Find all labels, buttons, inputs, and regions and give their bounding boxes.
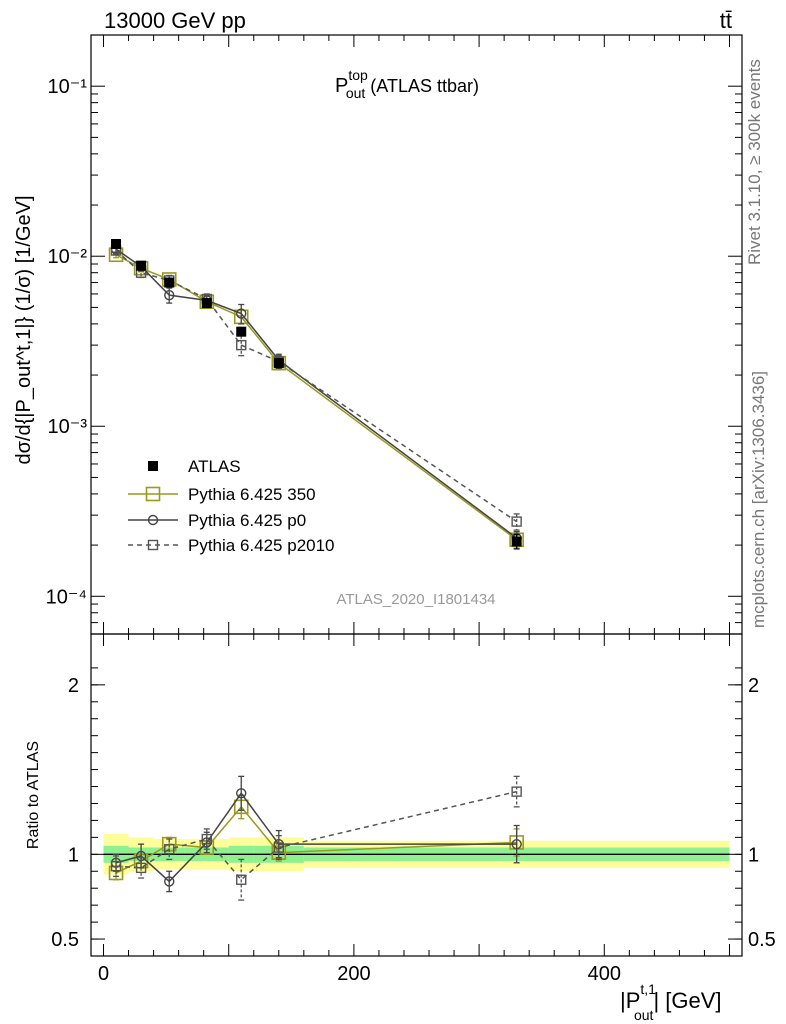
- ratio-y-axis-label: Ratio to ATLAS: [25, 741, 42, 849]
- mcplots-label: mcplots.cern.ch [arXiv:1306.3436]: [749, 371, 768, 628]
- y-tick-label: 10⁻⁴: [46, 586, 87, 608]
- data-point: [111, 238, 122, 249]
- mc-point: [511, 786, 522, 797]
- xlabel-sup: t,1: [640, 981, 656, 997]
- mc-point: [273, 842, 284, 853]
- xlabel-suffix: | [GeV]: [653, 988, 721, 1013]
- mc-point: [164, 844, 175, 855]
- watermark: ATLAS_2020_I1801434: [336, 591, 495, 608]
- ratio-y-tick-label-right: 1: [748, 844, 759, 866]
- mc-point: [201, 833, 213, 845]
- mc-point: [511, 838, 522, 850]
- mc-point: [511, 516, 522, 527]
- x-axis-label: |Pt,1 out| [GeV]: [620, 981, 722, 1023]
- main-panel: 10⁻¹ 10⁻² 10⁻³ 10⁻⁴ Ptop out (ATLAS ttbar) A…: [13, 34, 743, 635]
- ratio-panel: 2 2 1 1 0.5 0.5 0 200 400 Ratio to ATLAS |Pt,1 ou…: [25, 633, 776, 1023]
- mc-point: [236, 308, 247, 319]
- y-tick-label: 10⁻²: [48, 246, 88, 268]
- title-sup: top: [348, 67, 368, 83]
- mc-point: [236, 339, 247, 351]
- header-energy: 13000 GeV pp: [104, 8, 246, 33]
- legend-label: Pythia 6.425 p0: [188, 511, 306, 530]
- main-plot-title: Ptop out (ATLAS ttbar): [335, 67, 479, 101]
- series-pythia-6-425-p0: [110, 243, 522, 546]
- data-point: [136, 260, 147, 271]
- data-point: [273, 358, 284, 369]
- x-tick-label: 400: [588, 963, 621, 985]
- mc-point: [147, 539, 159, 551]
- y-tick-label: 10⁻¹: [48, 76, 88, 98]
- data-point: [511, 536, 522, 547]
- ratio-y-tick-label: 1: [68, 844, 79, 866]
- header-process: tt̄: [720, 8, 732, 33]
- legend-label: Pythia 6.425 350: [188, 485, 316, 504]
- data-point: [236, 326, 247, 337]
- ratio-frame: [90, 633, 743, 957]
- mc-point: [145, 486, 161, 502]
- mc-point: [164, 289, 175, 301]
- title-sub: out: [346, 85, 366, 101]
- mc-point: [236, 874, 247, 885]
- xlabel-main: |P: [620, 988, 640, 1013]
- xlabel-sub: out: [634, 1007, 654, 1023]
- series-line: [115, 249, 518, 523]
- legend-label: ATLAS: [188, 457, 241, 476]
- rivet-label: Rivet 3.1.10, ≥ 300k events: [745, 59, 764, 265]
- series-pythia-6-425-p0: [110, 775, 522, 893]
- data-point: [148, 461, 158, 471]
- series-line: [115, 792, 517, 883]
- x-tick-label: 0: [98, 963, 109, 985]
- ratio-y-tick-label-right: 2: [748, 675, 759, 697]
- series-line: [115, 254, 518, 541]
- series-pythia-6-425-p2010: [110, 775, 522, 901]
- mc-point: [147, 514, 159, 526]
- y-tick-label: 10⁻³: [48, 416, 88, 438]
- mc-point: [135, 862, 147, 874]
- series-pythia-6-425-350: [108, 247, 524, 548]
- x-tick-label: 200: [337, 963, 370, 985]
- ratio-y-tick-label: 0.5: [51, 929, 79, 951]
- ratio-y-tick-label-right: 0.5: [748, 929, 776, 951]
- mc-point: [164, 876, 175, 887]
- legend: ATLAS Pythia 6.425 350 Pythia 6.425 p0 Pyth…: [128, 457, 335, 555]
- series-line: [115, 790, 517, 881]
- data-point: [164, 277, 175, 288]
- legend-label: Pythia 6.425 p2010: [188, 536, 335, 555]
- data-point: [201, 298, 212, 309]
- title-suffix: (ATLAS ttbar): [365, 76, 479, 96]
- mc-point: [110, 860, 122, 872]
- main-y-axis-label: dσ/d{|P_out^t,1|} (1/σ) [1/GeV]: [13, 195, 35, 464]
- ratio-y-tick-label: 2: [68, 675, 79, 697]
- mc-point: [236, 788, 247, 799]
- title-main: P: [335, 75, 348, 97]
- series-atlas: [111, 238, 522, 550]
